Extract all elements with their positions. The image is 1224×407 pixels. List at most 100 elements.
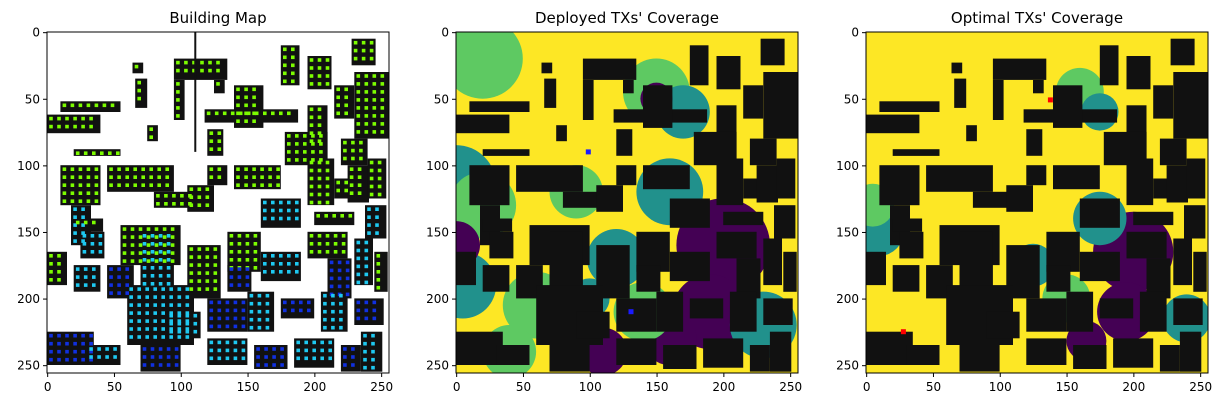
building-marker	[377, 176, 382, 181]
building-marker	[49, 341, 53, 346]
building-marker	[351, 156, 355, 161]
building-marker	[184, 68, 188, 73]
building-marker	[376, 285, 381, 290]
building-marker	[185, 303, 190, 307]
building-marker	[214, 111, 219, 116]
building-marker	[309, 115, 314, 120]
building-map-image	[47, 32, 389, 372]
building-marker	[142, 234, 147, 238]
building-marker	[325, 74, 330, 78]
building-marker	[205, 263, 210, 267]
building-marker	[209, 131, 214, 135]
building-marker	[156, 194, 160, 198]
building-marker	[180, 202, 184, 206]
building-marker	[130, 251, 135, 255]
building-marker	[364, 280, 369, 285]
building-footprint	[1033, 80, 1044, 94]
building-marker	[244, 119, 248, 123]
building-marker	[164, 202, 168, 206]
building-marker	[150, 266, 155, 270]
building-footprint	[469, 165, 510, 206]
building-marker	[317, 115, 322, 120]
building-footprint	[951, 62, 963, 74]
building-footprint	[1006, 185, 1033, 212]
building-footprint	[760, 38, 785, 66]
building-marker	[149, 175, 153, 179]
building-marker	[217, 324, 222, 329]
building-marker	[185, 327, 190, 331]
building-marker	[205, 271, 210, 275]
building-marker	[81, 116, 85, 121]
building-marker	[287, 254, 291, 258]
building-marker	[372, 308, 377, 313]
building-marker	[193, 329, 198, 334]
building-marker	[158, 282, 163, 286]
building-marker	[133, 175, 137, 179]
building-marker	[332, 214, 336, 218]
building-marker	[369, 160, 374, 165]
building-marker	[233, 316, 238, 321]
building-marker	[81, 333, 85, 338]
building-marker	[233, 340, 238, 345]
x-tick-label: 50	[926, 380, 941, 394]
building-marker	[279, 200, 283, 205]
building-marker	[161, 287, 165, 291]
building-marker	[271, 200, 275, 205]
building-marker	[323, 293, 327, 298]
building-marker	[287, 262, 291, 266]
building-marker	[336, 103, 340, 108]
building-marker	[237, 242, 242, 246]
building-marker	[117, 275, 121, 279]
building-marker	[364, 300, 369, 305]
building-marker	[174, 363, 179, 367]
building-marker	[117, 183, 121, 187]
building-marker	[209, 356, 214, 361]
building-marker	[141, 183, 145, 187]
building-footprint	[866, 331, 913, 365]
building-marker	[209, 308, 214, 313]
building-marker	[291, 63, 295, 68]
building-marker	[73, 357, 77, 362]
building-marker	[57, 270, 61, 274]
building-marker	[157, 167, 161, 171]
building-marker	[312, 348, 316, 353]
building-marker	[142, 282, 147, 286]
building-marker	[154, 243, 159, 247]
building-footprint	[616, 338, 657, 365]
building-marker	[241, 316, 246, 321]
building-marker	[117, 175, 121, 179]
building-marker	[113, 347, 117, 351]
building-marker	[169, 335, 173, 339]
building-footprint	[879, 165, 920, 206]
building-marker	[371, 357, 375, 362]
building-marker	[184, 60, 188, 65]
building-marker	[208, 68, 212, 73]
building-marker	[249, 325, 254, 330]
building-marker	[83, 220, 88, 225]
building-marker	[372, 98, 377, 102]
building-marker	[337, 268, 342, 273]
building-marker	[356, 280, 361, 285]
building-marker	[217, 131, 222, 135]
building-marker	[336, 111, 340, 116]
building-marker	[133, 183, 137, 187]
building-marker	[337, 284, 342, 289]
building-marker	[73, 333, 77, 338]
building-marker	[364, 74, 369, 78]
building-marker	[158, 258, 163, 262]
building-footprint	[482, 149, 530, 156]
building-marker	[268, 175, 272, 179]
building-footprint	[1173, 72, 1208, 139]
building-footprint	[959, 231, 993, 292]
building-marker	[153, 303, 157, 307]
building-marker	[150, 250, 155, 254]
building-marker	[263, 270, 267, 274]
building-marker	[291, 79, 295, 84]
building-marker	[287, 208, 291, 213]
building-marker	[336, 188, 340, 193]
building-marker	[180, 194, 184, 198]
building-marker	[279, 270, 283, 274]
building-marker	[73, 223, 77, 227]
building-marker	[304, 348, 308, 353]
building-marker	[264, 363, 268, 367]
